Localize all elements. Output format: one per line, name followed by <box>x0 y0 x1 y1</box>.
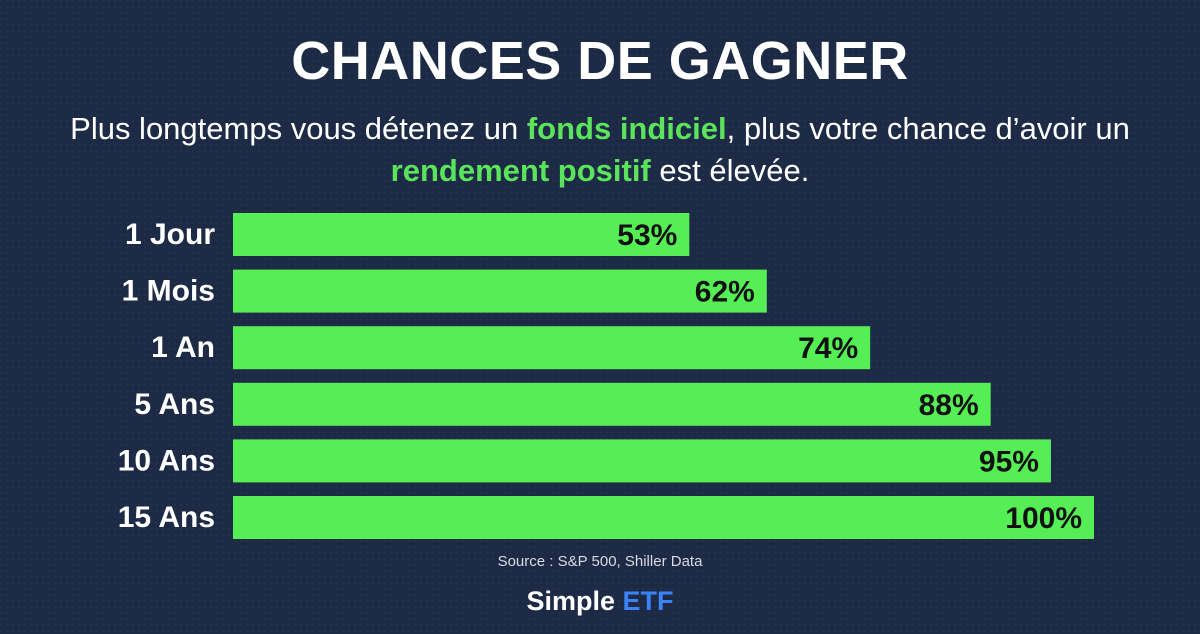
bar <box>233 269 767 313</box>
category-label: 1 An <box>151 331 215 364</box>
bar <box>233 496 1094 539</box>
category-label: 1 Mois <box>122 275 215 308</box>
subtitle-text-2: , plus votre chance d’avoir un <box>726 111 1130 146</box>
bar-value-label: 95% <box>979 445 1039 478</box>
subtitle-highlight-fonds: fonds indiciel <box>526 111 727 146</box>
bar-value-label: 62% <box>695 276 755 309</box>
category-label: 1 Jour <box>125 218 215 251</box>
bar-value-label: 88% <box>919 389 979 422</box>
chart-subtitle: Plus longtemps vous détenez un fonds ind… <box>60 108 1140 192</box>
subtitle-highlight-rendement: rendement positif <box>390 153 651 188</box>
bar <box>233 382 991 426</box>
source-note: Source : S&P 500, Shiller Data <box>497 553 703 570</box>
bar-value-label: 100% <box>1005 502 1082 535</box>
category-label: 15 Ans <box>118 501 215 534</box>
bar <box>233 213 690 256</box>
brand-name-etf: ETF <box>622 586 674 616</box>
brand-logo: Simple ETF <box>0 586 1200 617</box>
category-label: 5 Ans <box>134 388 215 421</box>
category-label: 10 Ans <box>118 444 215 477</box>
bar-value-label: 53% <box>617 219 677 252</box>
brand-name-simple: Simple <box>526 586 615 616</box>
chart-title: CHANCES DE GAGNER <box>291 31 909 91</box>
bar-value-label: 74% <box>798 332 858 365</box>
subtitle-text-1: Plus longtemps vous détenez un <box>70 111 527 146</box>
bar <box>233 439 1051 483</box>
subtitle-text-3: est élevée. <box>650 153 810 188</box>
bar <box>233 326 871 370</box>
